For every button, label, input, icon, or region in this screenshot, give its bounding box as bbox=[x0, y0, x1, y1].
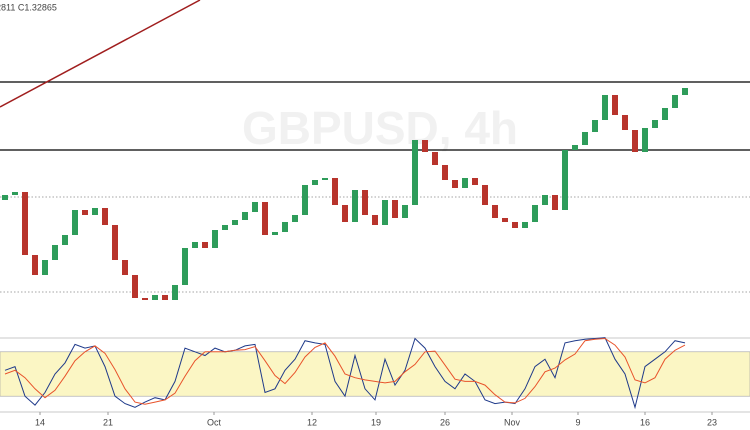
candle-body bbox=[132, 275, 138, 298]
candle-body bbox=[342, 205, 348, 222]
x-tick-label: Oct bbox=[207, 417, 222, 427]
candle-body bbox=[2, 195, 8, 200]
candle-body bbox=[42, 260, 48, 275]
candle-body bbox=[272, 232, 278, 235]
candle-body bbox=[642, 128, 648, 152]
candle-body bbox=[12, 192, 18, 195]
x-tick-label: 14 bbox=[35, 417, 45, 427]
candle-body bbox=[102, 208, 108, 225]
candle-body bbox=[182, 248, 188, 285]
x-tick-label: 21 bbox=[103, 417, 113, 427]
candle-body bbox=[292, 215, 298, 222]
candle-body bbox=[682, 88, 688, 95]
candle-body bbox=[572, 145, 578, 150]
candle-body bbox=[462, 178, 468, 188]
candle-body bbox=[172, 285, 178, 300]
x-tick-label: 23 bbox=[707, 417, 717, 427]
x-tick-label: 12 bbox=[307, 417, 317, 427]
candle-body bbox=[62, 235, 68, 245]
candle-body bbox=[432, 152, 438, 165]
candle-body bbox=[362, 190, 368, 215]
candle-body bbox=[662, 108, 668, 120]
candle-body bbox=[352, 190, 358, 222]
candle-body bbox=[262, 202, 268, 235]
candle-body bbox=[472, 178, 478, 185]
x-tick-label: 9 bbox=[575, 417, 580, 427]
candle-body bbox=[552, 195, 558, 210]
candle-body bbox=[22, 192, 28, 255]
candle-body bbox=[542, 195, 548, 205]
candle-body bbox=[372, 215, 378, 225]
candle-body bbox=[532, 205, 538, 222]
candle-body bbox=[522, 222, 528, 228]
candle-body bbox=[52, 245, 58, 260]
candle-body bbox=[392, 200, 398, 218]
candle-body bbox=[592, 120, 598, 132]
candle-body bbox=[442, 165, 448, 180]
candle-body bbox=[112, 225, 118, 260]
x-tick-label: 26 bbox=[440, 417, 450, 427]
candle-body bbox=[422, 140, 428, 152]
candle-body bbox=[672, 95, 678, 108]
candle-body bbox=[242, 212, 248, 220]
candle-body bbox=[142, 298, 148, 300]
candle-body bbox=[92, 208, 98, 215]
candle-body bbox=[402, 205, 408, 218]
candle-body bbox=[202, 242, 208, 248]
candle-body bbox=[212, 230, 218, 248]
candle-body bbox=[282, 222, 288, 232]
candle-body bbox=[412, 140, 418, 205]
legend-text: 2811 C1.32865 bbox=[0, 2, 57, 12]
candle-body bbox=[482, 185, 488, 205]
candle-body bbox=[502, 218, 508, 222]
candle-body bbox=[602, 95, 608, 120]
candle-body bbox=[222, 225, 228, 230]
candle-body bbox=[192, 242, 198, 248]
candle-body bbox=[612, 95, 618, 115]
candle-body bbox=[632, 130, 638, 152]
candle-body bbox=[302, 185, 308, 215]
candle-body bbox=[312, 180, 318, 185]
candle-body bbox=[652, 120, 658, 128]
x-tick-label: 19 bbox=[371, 417, 381, 427]
candle-body bbox=[582, 132, 588, 145]
candle-body bbox=[562, 150, 568, 210]
candle-body bbox=[332, 178, 338, 205]
candle-body bbox=[232, 220, 238, 225]
candle-body bbox=[72, 210, 78, 235]
candle-body bbox=[152, 295, 158, 300]
trendline bbox=[0, 0, 201, 108]
candle-body bbox=[512, 222, 518, 228]
watermark: GBPUSD, 4h bbox=[242, 102, 518, 154]
candle-body bbox=[252, 202, 258, 212]
candle-body bbox=[322, 178, 328, 180]
x-tick-label: 16 bbox=[640, 417, 650, 427]
x-tick-label: Nov bbox=[504, 417, 521, 427]
candle-body bbox=[82, 210, 88, 215]
candle-body bbox=[622, 115, 628, 130]
stoch-line bbox=[4, 337, 686, 410]
candle-body bbox=[382, 200, 388, 225]
candle-body bbox=[122, 260, 128, 275]
candle-body bbox=[492, 205, 498, 218]
candle-body bbox=[162, 295, 168, 300]
stoch-line bbox=[4, 337, 686, 405]
candle-body bbox=[32, 255, 38, 275]
candle-body bbox=[452, 180, 458, 188]
